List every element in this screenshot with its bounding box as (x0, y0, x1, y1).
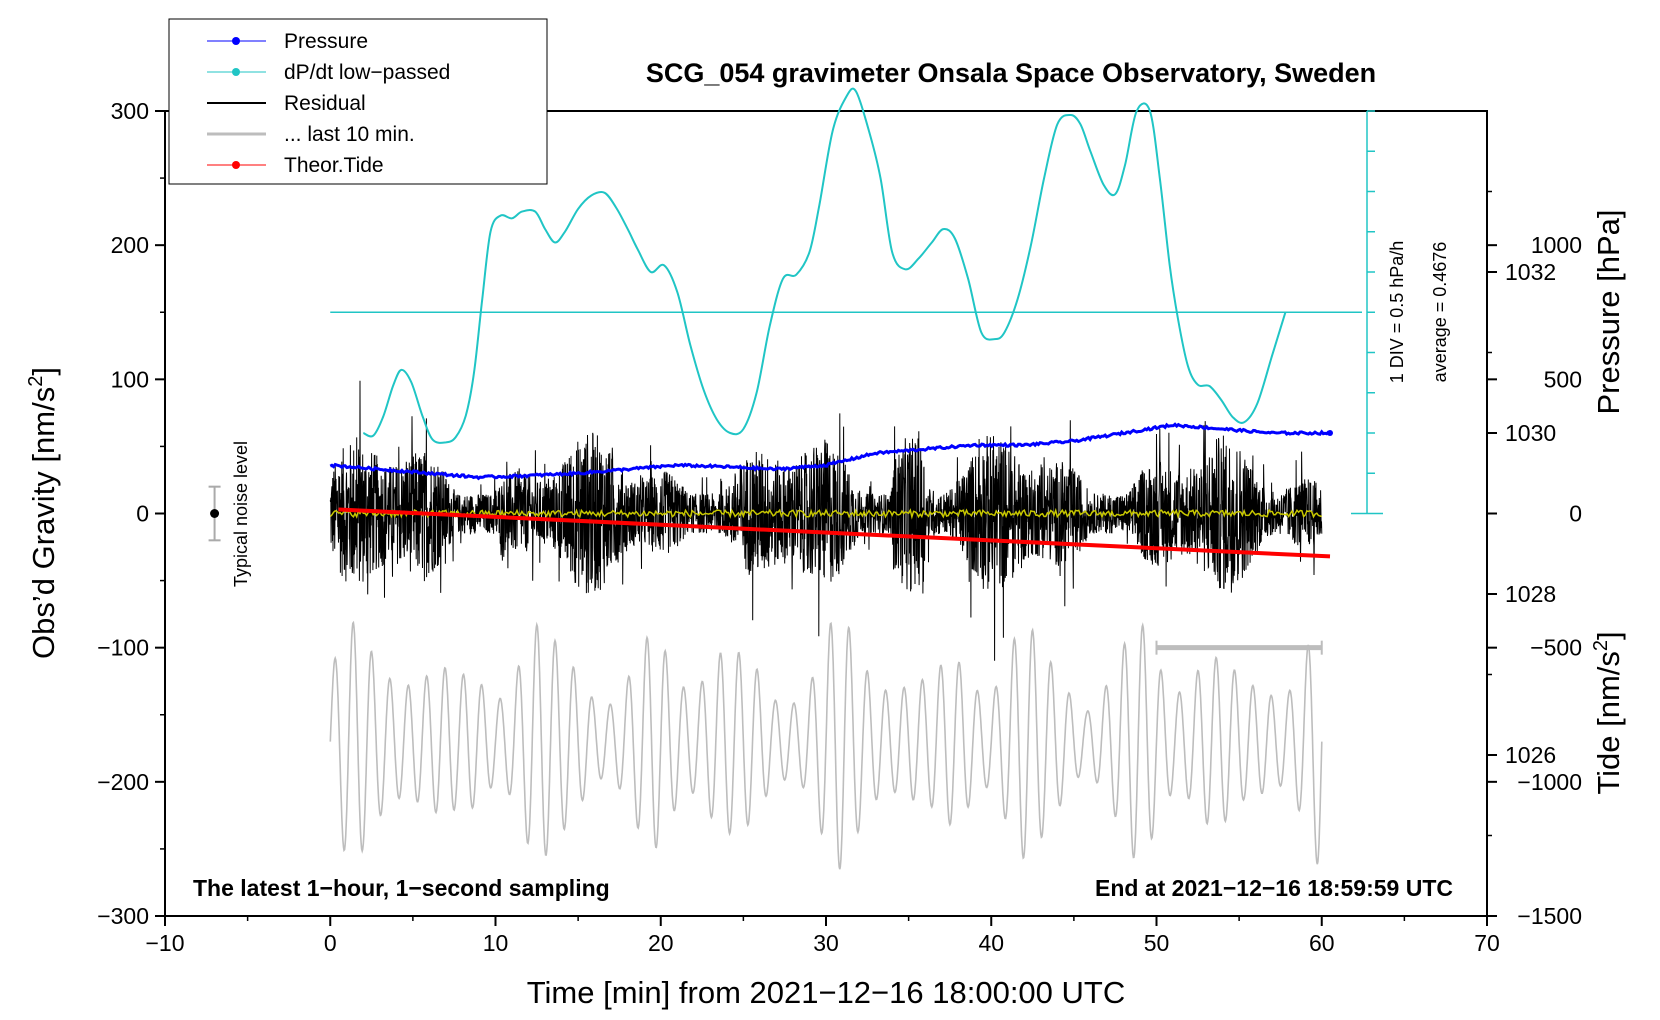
legend-label: Pressure (284, 30, 368, 53)
legend-swatch-dot (232, 37, 240, 45)
y-axis-label-pressure: Pressure [hPa] (1591, 209, 1626, 414)
legend-item: ... last 10 min. (207, 123, 415, 146)
legend-item: dP/dt low−passed (207, 61, 450, 84)
dpdt-average-label: average = 0.4676 (1430, 242, 1450, 383)
sampling-note: The latest 1−hour, 1−second sampling (193, 875, 610, 901)
x-tick-label: 10 (483, 930, 509, 956)
legend: Pressure dP/dt low−passed Residual ... last… (168, 18, 548, 185)
left-tick-label: −100 (97, 635, 149, 661)
tide-tick-label: −1500 (1517, 903, 1582, 929)
noise-level-dot (210, 509, 220, 518)
tide-tick-label: −1000 (1517, 769, 1582, 795)
legend-label: ... last 10 min. (284, 123, 415, 146)
series-residual (329, 380, 1323, 661)
left-tick-label: −200 (97, 769, 149, 795)
series-pressure-end-dot (1327, 430, 1334, 436)
x-tick-label: 70 (1474, 930, 1500, 956)
pressure-tick-label: 1028 (1505, 581, 1556, 607)
series-last-10-min (329, 620, 1323, 870)
tide-tick-label: −500 (1530, 635, 1582, 661)
tide-tick-label: 500 (1544, 366, 1582, 392)
dpdt-scale-axis (330, 110, 1383, 515)
legend-swatch-dot (232, 161, 240, 169)
annotation-layer (208, 485, 1323, 655)
ticks-layer: −10 0 10 20 30 40 50 60 703002001000−100−200−300… (97, 98, 1582, 956)
x-tick-label: 60 (1309, 930, 1335, 956)
tide-tick-label: 1000 (1531, 232, 1582, 258)
x-tick-label: 0 (324, 930, 337, 956)
series-pressure (329, 422, 1331, 481)
legend-box (168, 18, 548, 185)
legend-label: Residual (284, 92, 366, 115)
series-layer (329, 87, 1334, 870)
noise-level-label: Typical noise level (231, 441, 251, 587)
legend-item: Theor.Tide (207, 154, 384, 177)
legend-label: Theor.Tide (284, 154, 384, 177)
x-tick-label: 20 (648, 930, 674, 956)
chart-title: SCG_054 gravimeter Onsala Space Observat… (646, 58, 1376, 88)
legend-swatch-dot (232, 68, 240, 76)
x-tick-label: −10 (145, 930, 184, 956)
left-tick-label: 300 (111, 98, 149, 124)
x-tick-label: 50 (1144, 930, 1170, 956)
x-tick-label: 30 (813, 930, 839, 956)
end-time-note: End at 2021−12−16 18:59:59 UTC (1095, 875, 1453, 901)
legend-label: dP/dt low−passed (284, 61, 450, 84)
series-theor-tide (338, 507, 1331, 559)
left-tick-label: 0 (136, 501, 149, 527)
legend-item: Residual (207, 92, 366, 115)
dpdt-scale-label: 1 DIV = 0.5 hPa/h (1387, 241, 1407, 384)
legend-item: Pressure (207, 30, 368, 53)
y-axis-label-left: Obs’d Gravity [nm/s2] (25, 367, 61, 659)
x-axis-label: Time [min] from 2021−12−16 18:00:00 UTC (527, 975, 1126, 1010)
series-dpdt-low-passed (362, 87, 1287, 444)
left-tick-label: 200 (111, 232, 149, 258)
pressure-tick-label: 1032 (1505, 259, 1556, 285)
tide-tick-label: 0 (1569, 501, 1582, 527)
x-tick-label: 40 (978, 930, 1004, 956)
left-tick-label: 100 (111, 366, 149, 392)
pressure-tick-label: 1030 (1505, 420, 1556, 446)
y-axis-label-tide: Tide [nm/s2] (1590, 631, 1626, 794)
left-tick-label: −300 (97, 903, 149, 929)
pressure-tick-label: 1026 (1505, 742, 1556, 768)
